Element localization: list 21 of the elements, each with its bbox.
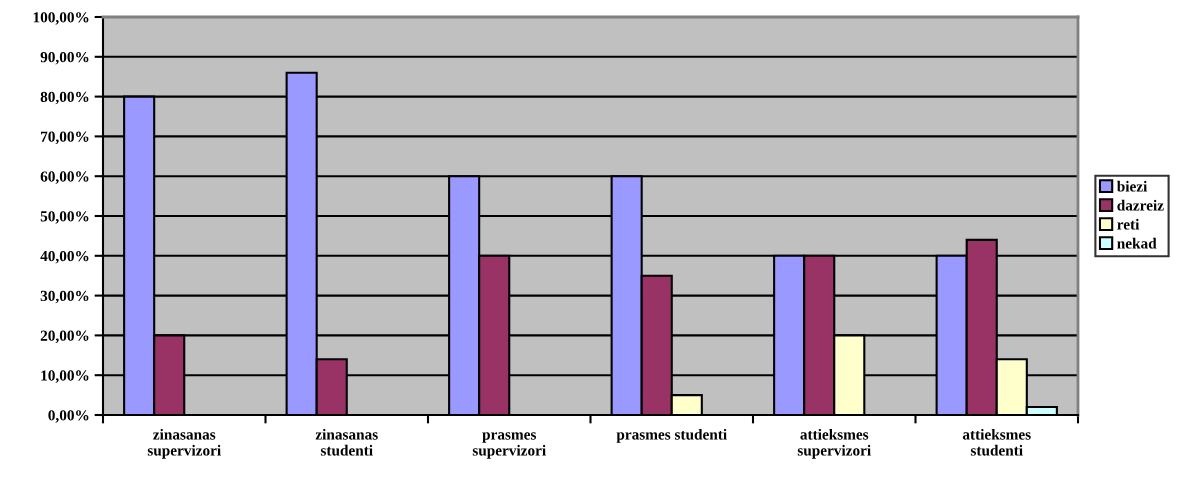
y-tick-label: 60,00% [40,171,89,184]
y-tick-label: 100,00% [33,12,89,25]
y-tick-label: 90,00% [40,51,89,65]
y-tick-label: 80,00% [40,91,89,105]
y-tick-label: 20,00% [40,330,89,344]
y-tick-label: 0,00% [48,410,89,423]
legend-label: dazreiz [1117,199,1164,211]
x-tick-label: attieksmes supervizori [797,428,871,459]
x-tick-label: prasmes studenti [616,428,727,443]
y-tick-label: 40,00% [40,250,89,264]
legend-label: nekad [1117,237,1157,249]
y-tick-label: 70,00% [41,131,89,145]
x-tick-label: prasmes supervizori [472,432,546,459]
legend-label: reti [1117,218,1140,230]
y-tick-label: 30,00% [40,290,89,304]
y-tick-label: 50,00% [40,211,89,224]
x-tick-label: attieksmes studenti [962,428,1031,456]
y-tick-label: 10,00% [41,370,89,383]
x-tick-label: zinasanas supervizori [147,428,221,459]
x-tick-label: zinasanas studenti [315,428,378,456]
legend-label: biezi [1116,180,1148,192]
